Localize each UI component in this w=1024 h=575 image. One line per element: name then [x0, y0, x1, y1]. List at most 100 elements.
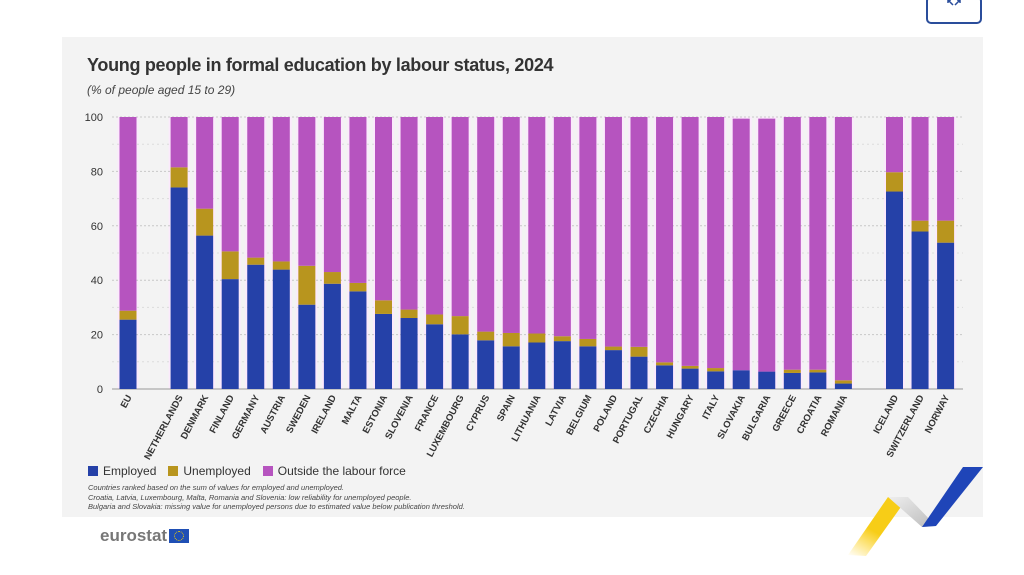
bar-segment-employed	[783, 372, 801, 389]
bar-segment-unemployed	[221, 251, 239, 280]
legend-label: Unemployed	[183, 464, 251, 478]
bar-segment-employed	[502, 346, 520, 389]
bar-segment-employed	[758, 371, 776, 389]
bar-segment-employed	[553, 341, 571, 389]
bar-segment-outside-the-labour-force	[272, 117, 290, 262]
y-tick-label: 40	[91, 275, 103, 287]
bar-segment-unemployed	[247, 257, 265, 265]
eurostat-logo[interactable]: eurostat	[100, 526, 190, 546]
legend-item-outside: Outside the labour force	[262, 464, 406, 478]
bar-segment-employed	[477, 340, 495, 389]
x-tick-label: FINLAND	[208, 393, 237, 435]
bar-segment-employed	[834, 383, 852, 389]
x-tick-label: NORWAY	[923, 393, 953, 436]
expand-button[interactable]	[926, 0, 982, 24]
bar-segment-outside-the-labour-force	[732, 118, 750, 371]
bar-segment-employed	[604, 350, 622, 389]
eu-flag-icon	[169, 529, 190, 543]
x-tick-label: EU	[119, 393, 135, 410]
logo-text: eurostat	[100, 526, 168, 545]
bar-segment-employed	[707, 371, 725, 389]
bar-segment-unemployed	[349, 282, 367, 292]
legend-label: Outside the labour force	[277, 464, 406, 478]
bar-segment-outside-the-labour-force	[298, 117, 316, 266]
bar-segment-outside-the-labour-force	[451, 117, 469, 317]
bar-segment-employed	[656, 365, 674, 389]
bar-segment-unemployed	[681, 365, 699, 369]
bar-segment-employed	[400, 318, 418, 389]
x-tick-label: IRELAND	[310, 393, 340, 436]
bar-segment-employed	[298, 304, 316, 389]
chart-title: Young people in formal education by labo…	[87, 55, 554, 75]
legend-label: Employed	[103, 464, 157, 478]
bar-segment-unemployed	[937, 220, 955, 243]
bar-segment-unemployed	[911, 220, 929, 232]
bar-segment-outside-the-labour-force	[783, 117, 801, 370]
bar-segment-unemployed	[323, 272, 341, 284]
bar-segment-unemployed	[834, 380, 852, 384]
bar-segment-outside-the-labour-force	[758, 118, 776, 372]
legend: Employed Unemployed Outside the labour f…	[88, 464, 406, 478]
legend-item-employed: Employed	[88, 464, 156, 478]
bar-segment-outside-the-labour-force	[937, 117, 955, 221]
bar-segment-outside-the-labour-force	[656, 117, 674, 363]
bar-segment-outside-the-labour-force	[707, 117, 725, 369]
y-tick-label: 80	[91, 166, 103, 178]
bar-segment-employed	[451, 334, 469, 389]
x-tick-label: MALTA	[340, 393, 365, 426]
bar-segment-outside-the-labour-force	[323, 117, 341, 273]
bar-segment-unemployed	[170, 167, 188, 188]
legend-swatch	[168, 466, 179, 476]
x-tick-label: SPAIN	[495, 393, 518, 423]
bar-segment-unemployed	[272, 261, 290, 270]
bar-segment-unemployed	[809, 369, 827, 373]
bar-segment-unemployed	[502, 332, 520, 347]
x-tick-label: NETHERLANDS	[142, 393, 185, 462]
x-tick-label: SWEDEN	[284, 393, 313, 435]
bar-segment-outside-the-labour-force	[579, 117, 597, 339]
footnotes: Countries ranked based on the sum of val…	[88, 483, 465, 512]
bar-segment-outside-the-labour-force	[528, 117, 546, 334]
bar-segment-employed	[221, 279, 239, 389]
legend-swatch	[88, 466, 98, 476]
bar-segment-outside-the-labour-force	[911, 117, 929, 221]
x-tick-label: FRANCE	[413, 393, 441, 433]
bar-segment-employed	[119, 319, 137, 389]
bar-segment-outside-the-labour-force	[426, 117, 444, 315]
bar-segment-outside-the-labour-force	[477, 117, 495, 332]
bar-segment-outside-the-labour-force	[502, 117, 520, 333]
bar-segment-unemployed	[886, 172, 903, 192]
bar-segment-unemployed	[630, 346, 648, 357]
bar-segment-employed	[809, 372, 827, 389]
bar-segment-unemployed	[656, 362, 674, 366]
footnote: Bulgaria and Slovakia: missing value for…	[88, 502, 465, 511]
legend-item-unemployed: Unemployed	[168, 464, 251, 478]
x-tick-label: POLAND	[592, 393, 621, 434]
y-tick-label: 20	[91, 330, 103, 342]
x-tick-label: LATVIA	[544, 393, 570, 428]
x-tick-label: ITALY	[700, 393, 722, 422]
bar-segment-employed	[681, 368, 699, 389]
bar-segment-unemployed	[375, 300, 392, 314]
bar-segment-outside-the-labour-force	[349, 117, 367, 283]
bar-segment-employed	[323, 283, 341, 389]
x-tick-label: BELGIUM	[564, 393, 594, 437]
bar-segment-unemployed	[553, 336, 571, 342]
bar-segment-unemployed	[783, 369, 801, 373]
bar-segment-outside-the-labour-force	[809, 117, 827, 370]
bar-segment-outside-the-labour-force	[630, 117, 648, 347]
bar-segment-outside-the-labour-force	[119, 117, 137, 311]
bar-segment-employed	[272, 269, 290, 389]
bar-segment-unemployed	[477, 331, 495, 341]
legend-swatch	[262, 466, 273, 476]
bar-segment-employed	[375, 313, 392, 389]
y-tick-label: 0	[97, 384, 103, 396]
footnote: Countries ranked based on the sum of val…	[88, 483, 344, 492]
footnote: Croatia, Latvia, Luxembourg, Malta, Roma…	[88, 492, 412, 502]
bar-segment-outside-the-labour-force	[375, 117, 392, 301]
bar-segment-employed	[911, 231, 929, 389]
bar-segment-outside-the-labour-force	[196, 117, 214, 209]
bar-segment-outside-the-labour-force	[247, 117, 265, 258]
y-tick-label: 100	[85, 112, 103, 124]
